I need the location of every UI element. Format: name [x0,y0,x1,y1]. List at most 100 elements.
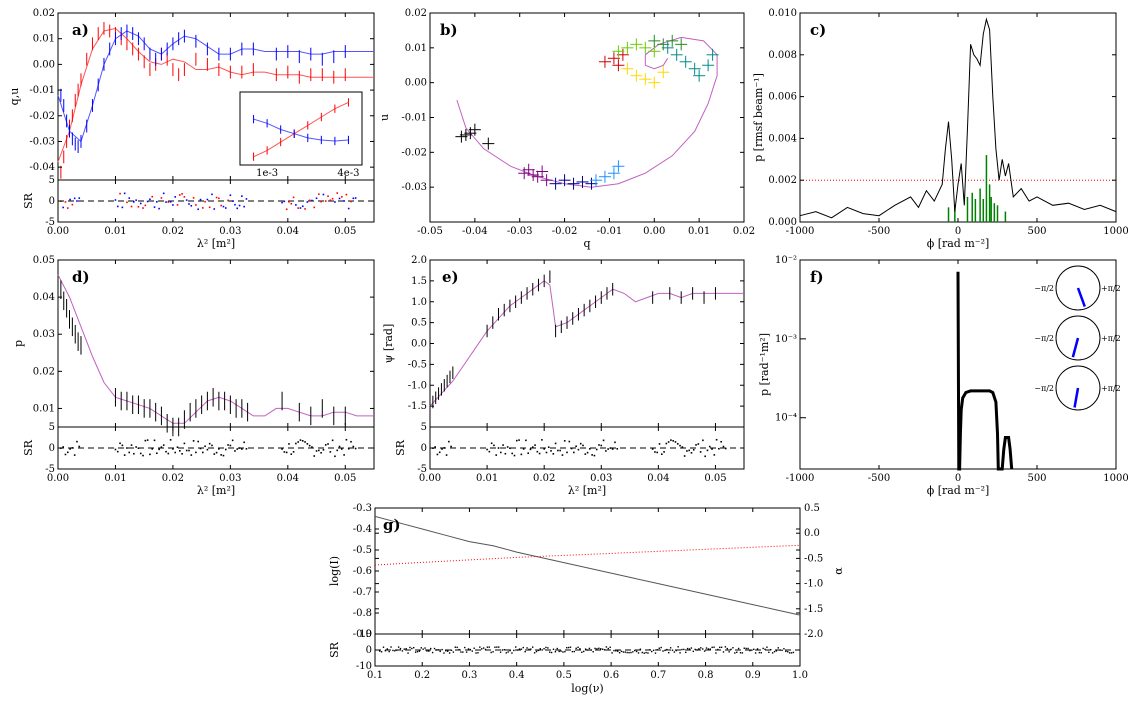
residual-point [534,444,536,446]
x-tick-label: -1000 [786,226,815,237]
residual-point [462,651,464,653]
residual-panel [429,426,745,470]
residual-point [503,649,506,651]
residual-point [601,648,604,650]
y-tick-label: -0.01 [29,85,55,96]
residual-point [450,445,452,448]
y-tick-label: -0.8 [353,608,372,619]
residual-point [747,647,749,650]
residual-point [447,650,449,652]
residual-point [211,444,213,447]
residual-point [577,448,580,451]
residual-point [411,647,413,650]
x-tick-label: 0.04 [277,226,299,237]
residual-point [594,647,596,650]
residual-point [569,646,572,648]
residual-point [530,648,532,650]
residual-point [78,445,81,448]
y-tick-label: 0.00 [33,59,55,70]
residual-point [292,451,295,453]
residual-point [753,648,755,650]
residual-point [690,647,693,649]
residual-point [486,448,488,451]
residual-point [73,454,76,456]
residual-point [509,447,511,450]
residual-point [713,646,715,648]
x-tick-label: 0.03 [219,473,241,484]
residual-point [241,448,243,450]
x-axis-label: λ² [m²] [197,484,235,497]
residual-point [215,196,218,199]
residual-point [781,649,783,652]
y-tick-label: -1.5 [408,401,427,412]
y-tick-label: 0.004 [768,133,797,144]
residual-point [448,652,451,654]
residual-point [116,450,119,453]
residual-point [651,448,654,450]
residual-point [441,448,443,450]
residual-point [586,451,589,454]
residual-point [547,647,549,649]
residual-point [667,441,670,443]
residual-point [64,201,67,203]
residual-point [160,446,163,448]
residual-point [158,207,160,210]
residual-point [354,447,357,450]
residual-point [420,647,422,649]
residual-point [488,646,490,648]
residual-point [509,649,511,652]
residual-point [445,650,447,652]
y-tick-label: 10⁻⁴ [775,413,797,424]
residual-point [306,443,309,445]
residual-point [484,648,487,651]
residual-point [327,195,329,197]
residual-point [602,439,605,442]
x-tick-label: -1000 [786,473,815,484]
residual-point [609,646,611,648]
residual-point [204,445,206,448]
y-axis-label: q,u [8,88,21,106]
residual-point [394,650,396,652]
residual-point [243,205,245,208]
residual-point [295,442,297,445]
residual-point [607,647,609,650]
x-tick-label: 0.01 [476,473,498,484]
y-tick-label: 0 [49,196,55,207]
residual-point [318,449,320,452]
x-tick-label: 0.03 [219,226,241,237]
residual-point [190,454,193,456]
residual-point [713,454,716,456]
y-axis-label: log(I) [328,556,341,586]
residual-point [352,445,355,448]
angle-inset-label: +π/2 [1101,334,1121,343]
panel-label: b) [440,21,458,39]
y-tick-label: 0.00 [405,78,427,89]
residual-point [711,448,713,450]
residual-point [686,647,689,650]
residual-point [552,453,555,455]
residual-point [722,445,725,448]
residual-point [617,650,619,652]
residual-point [584,648,587,650]
residual-point [499,651,502,653]
y-tick-label: -1.5 [804,604,823,615]
residual-point [749,649,751,652]
residual-point [76,200,78,202]
residual-point [208,442,211,445]
angle-inset-label: −π/2 [1034,334,1054,343]
residual-point [573,650,575,653]
residual-point [299,207,302,209]
residual-point [645,651,647,654]
residual-point [188,203,190,205]
residual-point [724,646,727,648]
residual-point [336,449,339,452]
residual-point [285,208,288,211]
y-tick-label: -1.0 [804,579,823,590]
residual-point [718,447,720,450]
residual-point [582,444,584,447]
residual-point [445,454,448,456]
residual-point [665,442,668,445]
residual-point [452,651,455,653]
residual-point [690,451,693,454]
